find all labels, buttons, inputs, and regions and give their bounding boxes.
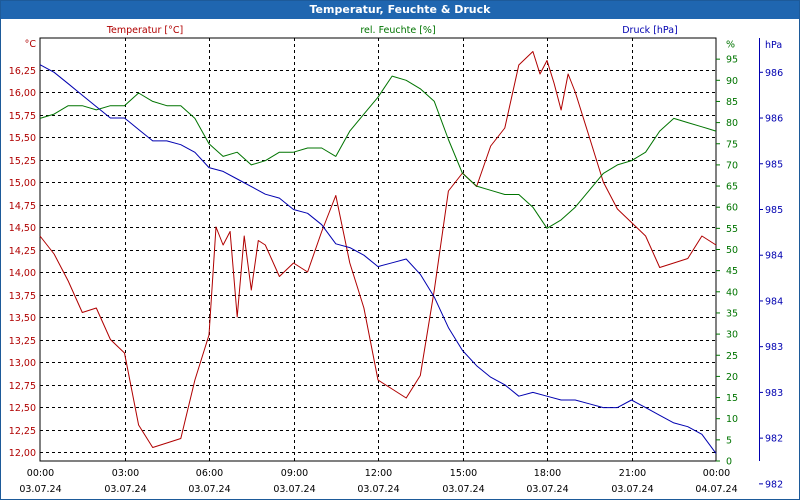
- temperature-axis-title: Temperatur [°C]: [106, 25, 183, 36]
- humidity-tick-label: 90: [726, 76, 738, 87]
- temperature-series-line: [39, 51, 717, 448]
- pressure-unit-label: hPa: [765, 40, 782, 51]
- pressure-tick-label: 983: [765, 388, 783, 399]
- x-tick-date-label: 03.07.24: [188, 484, 230, 495]
- x-tick-date-label: 04.07.24: [695, 484, 737, 495]
- pressure-tick-label: 986: [765, 114, 783, 125]
- x-tick-date-label: 03.07.24: [273, 484, 315, 495]
- temperature-tick-label: 14,25: [9, 246, 36, 257]
- humidity-tick-label: 15: [726, 393, 738, 404]
- humidity-tick-label: 85: [726, 97, 738, 108]
- x-tick-date-label: 03.07.24: [19, 484, 61, 495]
- humidity-tick-label: 30: [726, 330, 738, 341]
- x-tick-time-label: 00:00: [703, 468, 730, 479]
- x-tick-date-label: 03.07.24: [611, 484, 653, 495]
- x-tick-date-label: 03.07.24: [357, 484, 399, 495]
- humidity-tick-label: 45: [726, 266, 738, 277]
- temperature-tick-label: 12,50: [9, 403, 36, 414]
- humidity-tick-label: 10: [726, 414, 738, 425]
- temperature-tick-label: 14,00: [9, 268, 36, 279]
- pressure-tick-label: 985: [765, 205, 783, 216]
- x-tick-time-label: 06:00: [196, 468, 223, 479]
- pressure-tick-label: 984: [765, 296, 783, 307]
- x-tick-date-label: 03.07.24: [526, 484, 568, 495]
- pressure-tick-label: 983: [765, 342, 783, 353]
- x-tick-time-label: 12:00: [365, 468, 392, 479]
- temperature-tick-label: 14,50: [9, 223, 36, 234]
- temperature-tick-label: 13,25: [9, 336, 36, 347]
- temperature-tick-label: 13,50: [9, 313, 36, 324]
- pressure-tick-label: 984: [765, 251, 783, 262]
- humidity-series-line: [39, 75, 717, 229]
- x-tick-time-label: 15:00: [450, 468, 477, 479]
- temperature-tick-label: 16,25: [9, 66, 36, 77]
- humidity-tick-label: 35: [726, 308, 738, 319]
- window-title: Temperatur, Feuchte & Druck: [1, 1, 799, 19]
- humidity-tick-label: 75: [726, 139, 738, 150]
- humidity-tick-label: 80: [726, 118, 738, 129]
- humidity-tick-label: 25: [726, 351, 738, 362]
- pressure-series-line: [39, 64, 717, 454]
- humidity-tick-label: 0: [726, 457, 732, 468]
- pressure-tick-label: 985: [765, 159, 783, 170]
- x-tick-date-label: 03.07.24: [104, 484, 146, 495]
- temperature-tick-label: 12,75: [9, 381, 36, 392]
- temperature-tick-label: 12,25: [9, 426, 36, 437]
- x-tick-date-label: 03.07.24: [442, 484, 484, 495]
- humidity-tick-label: 65: [726, 182, 738, 193]
- x-tick-time-label: 09:00: [281, 468, 308, 479]
- temperature-tick-label: 12,00: [9, 448, 36, 459]
- temperature-unit-label: °C: [25, 39, 37, 50]
- humidity-tick-label: 60: [726, 203, 738, 214]
- x-tick-time-label: 03:00: [112, 468, 139, 479]
- pressure-tick-label: 982: [765, 479, 783, 490]
- temperature-tick-label: 14,75: [9, 201, 36, 212]
- humidity-tick-label: 70: [726, 160, 738, 171]
- pressure-tick-label: 982: [765, 434, 783, 445]
- humidity-unit-label: %: [726, 40, 735, 51]
- humidity-axis-title: rel. Feuchte [%]: [360, 25, 435, 36]
- x-tick-time-label: 18:00: [534, 468, 561, 479]
- temperature-tick-label: 15,00: [9, 178, 36, 189]
- humidity-tick-label: 55: [726, 224, 738, 235]
- pressure-tick-label: 986: [765, 68, 783, 79]
- humidity-tick-label: 40: [726, 287, 738, 298]
- temperature-tick-label: 16,00: [9, 88, 36, 99]
- temperature-tick-label: 15,50: [9, 133, 36, 144]
- x-tick-time-label: 21:00: [619, 468, 646, 479]
- humidity-tick-label: 20: [726, 372, 738, 383]
- humidity-tick-label: 50: [726, 245, 738, 256]
- temperature-tick-label: 15,75: [9, 111, 36, 122]
- temperature-tick-label: 15,25: [9, 156, 36, 167]
- humidity-tick-label: 95: [726, 55, 738, 66]
- temperature-tick-label: 13,00: [9, 358, 36, 369]
- humidity-tick-label: 5: [726, 435, 732, 446]
- pressure-axis-title: Druck [hPa]: [622, 25, 678, 36]
- temperature-tick-label: 13,75: [9, 291, 36, 302]
- x-tick-time-label: 00:00: [27, 468, 54, 479]
